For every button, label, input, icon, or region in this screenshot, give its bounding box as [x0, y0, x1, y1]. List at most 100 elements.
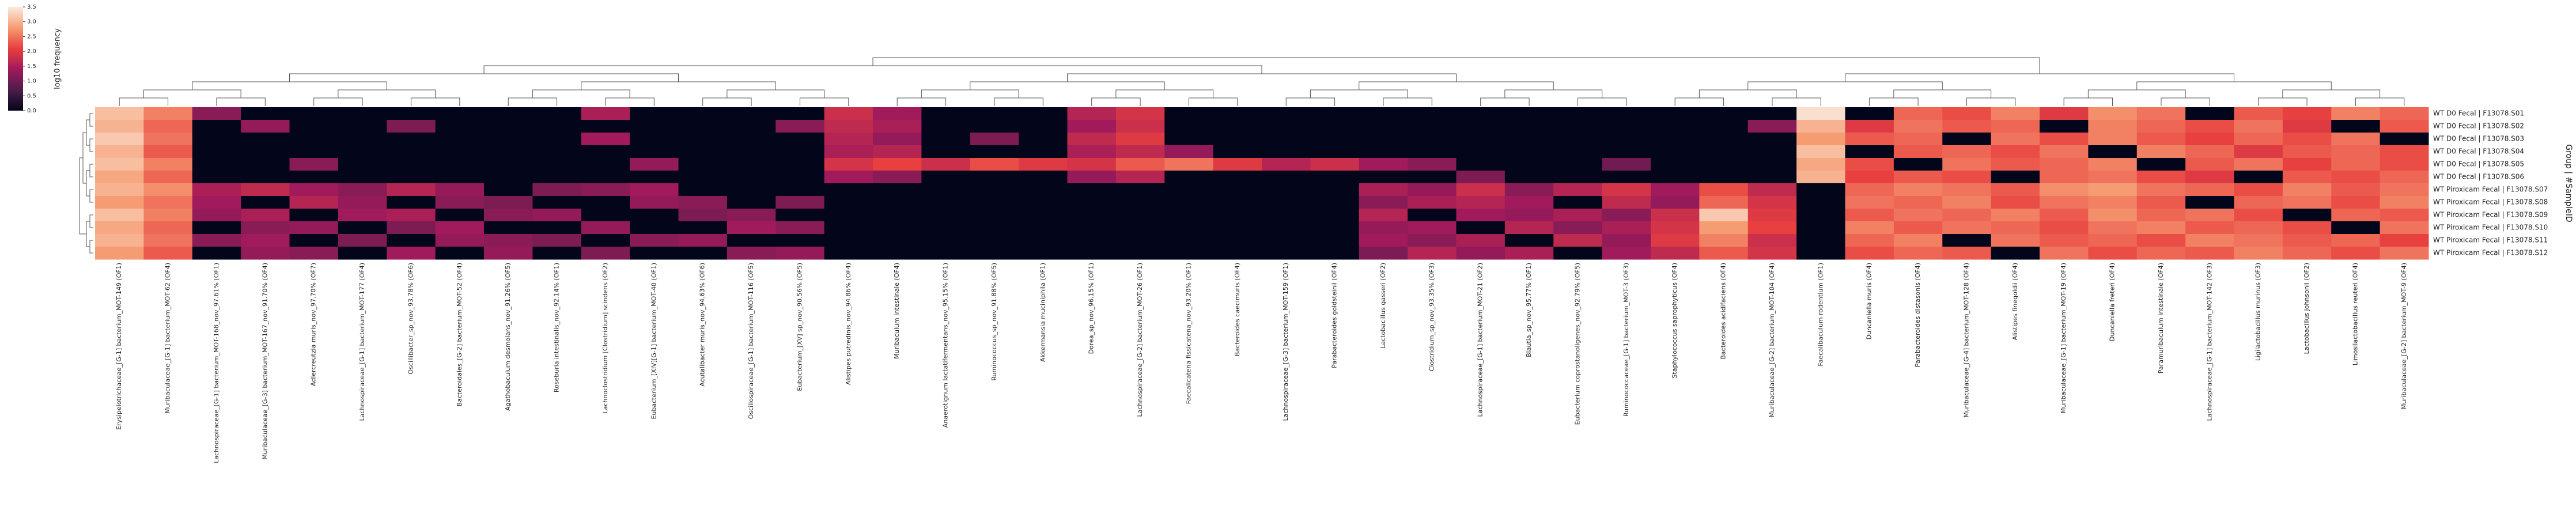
- heat-cell: [387, 158, 436, 171]
- heat-cell: [1796, 196, 1845, 209]
- column-label: Ruminococcaceae_[G-1] bacterium_MOT-3 (O…: [1622, 263, 1630, 417]
- heat-cell: [484, 234, 533, 247]
- heat-cell: [1651, 209, 1700, 222]
- heat-cell: [1067, 221, 1117, 235]
- heat-cell: [1602, 196, 1651, 209]
- column-label: Ruminococcus_sp_nov_91.88% (OF5): [990, 263, 998, 381]
- heat-cell: [1359, 107, 1408, 120]
- heat-cell: [1796, 158, 1845, 171]
- heat-cell: [2040, 158, 2089, 171]
- heat-cell: [776, 158, 825, 171]
- heat-cell: [2282, 133, 2332, 146]
- heat-cell: [873, 145, 922, 158]
- colorbar-tick-label: 2.5: [27, 33, 36, 40]
- heat-cell: [1115, 120, 1165, 133]
- heat-cell: [95, 107, 144, 120]
- heat-cell: [1359, 221, 1408, 235]
- heat-cell: [1893, 158, 1943, 171]
- heat-cell: [1456, 120, 1505, 133]
- column-label: Muribaculaceae_[G-1] bacterium_MOT-19 (O…: [2060, 263, 2067, 413]
- heat-cell: [1310, 247, 1360, 260]
- dendrogram-branch: [1188, 97, 1238, 106]
- heat-cell: [1893, 133, 1943, 146]
- heat-cell: [2282, 196, 2332, 209]
- column-label: Erysipelotrichaceae_[G-1] bacterium_MOT-…: [115, 263, 123, 430]
- heat-cell: [2088, 145, 2138, 158]
- colorbar-label: log10 frequency: [54, 28, 62, 89]
- heat-cell: [338, 133, 387, 146]
- column-label: Muribaculaceae_[G-2] bacterium_MOT-104 (…: [1768, 263, 1776, 417]
- column-label: Muribaculum intestinale (OF4): [893, 263, 901, 359]
- column-label: Oscillospiraceae_[G-1] bacterium_MOT-116…: [747, 263, 755, 419]
- heat-cell: [289, 145, 339, 158]
- heat-cell: [873, 120, 922, 133]
- heat-cell: [1213, 221, 1262, 235]
- column-label: Roseburia intestinalis_nov_92.14% (OF1): [553, 263, 561, 392]
- heat-cell: [95, 145, 144, 158]
- heat-cell: [970, 221, 1019, 235]
- heat-cell: [2234, 158, 2283, 171]
- heat-cell: [2331, 183, 2381, 197]
- heat-cell: [921, 221, 971, 235]
- heat-cell: [2380, 221, 2429, 235]
- heat-cell: [2331, 107, 2381, 120]
- heat-cell: [1602, 209, 1651, 222]
- heat-cell: [1942, 145, 1992, 158]
- heat-cell: [143, 196, 193, 209]
- heat-cell: [1067, 183, 1117, 197]
- heat-cell: [970, 234, 1019, 247]
- heat-cell: [1845, 120, 1894, 133]
- heat-cell: [435, 221, 485, 235]
- heat-cell: [727, 221, 776, 235]
- heat-cell: [678, 120, 728, 133]
- heat-cell: [678, 183, 728, 197]
- heat-cell: [1164, 234, 1214, 247]
- heat-cell: [2136, 133, 2186, 146]
- heat-cell: [1699, 247, 1749, 260]
- heat-cell: [2040, 221, 2089, 235]
- heat-cell: [95, 209, 144, 222]
- heat-cell: [1310, 107, 1360, 120]
- heat-cell: [1164, 158, 1214, 171]
- heat-cell: [1651, 120, 1700, 133]
- heat-cell: [1553, 234, 1603, 247]
- heat-cell: [630, 158, 679, 171]
- column-label: Muribaculaceae_[G-4] bacterium_MOT-128 (…: [1962, 263, 1970, 417]
- dendrogram-branch: [89, 214, 93, 228]
- heat-cell: [2185, 158, 2234, 171]
- heat-cell: [1796, 107, 1845, 120]
- heat-cell: [1359, 247, 1408, 260]
- colorbar-tick-label: 0.0: [27, 108, 36, 114]
- heat-cell: [1019, 247, 1068, 260]
- heat-cell: [2185, 133, 2234, 146]
- heat-cell: [484, 183, 533, 197]
- heat-cell: [1019, 209, 1068, 222]
- heat-cell: [630, 107, 679, 120]
- heat-cell: [192, 145, 241, 158]
- colorbar-tick-label: 3.0: [27, 19, 36, 25]
- heat-cell: [1893, 209, 1943, 222]
- heat-cell: [1019, 196, 1068, 209]
- heat-cell: [1651, 158, 1700, 171]
- column-label: Lachnospiraceae_[G-1] bacterium_MOT-142 …: [2206, 263, 2213, 421]
- heat-cell: [1310, 171, 1360, 184]
- dendrogram-branch: [2063, 97, 2113, 106]
- heat-cell: [873, 196, 922, 209]
- heat-cell: [1310, 145, 1360, 158]
- heat-cell: [1504, 107, 1554, 120]
- heat-cell: [1262, 183, 1311, 197]
- heat-cell: [727, 247, 776, 260]
- dendrogram-branch: [1772, 97, 1821, 106]
- heat-cell: [1262, 247, 1311, 260]
- heat-cell: [970, 196, 1019, 209]
- heat-cell: [1942, 196, 1992, 209]
- heat-cell: [1067, 171, 1117, 184]
- heat-cell: [2088, 196, 2138, 209]
- heat-cell: [1893, 171, 1943, 184]
- dendrogram-branch: [119, 97, 169, 106]
- heat-cell: [1942, 171, 1992, 184]
- heat-cell: [1359, 145, 1408, 158]
- heat-cell: [921, 107, 971, 120]
- heat-cell: [95, 183, 144, 197]
- heat-cell: [1408, 234, 1457, 247]
